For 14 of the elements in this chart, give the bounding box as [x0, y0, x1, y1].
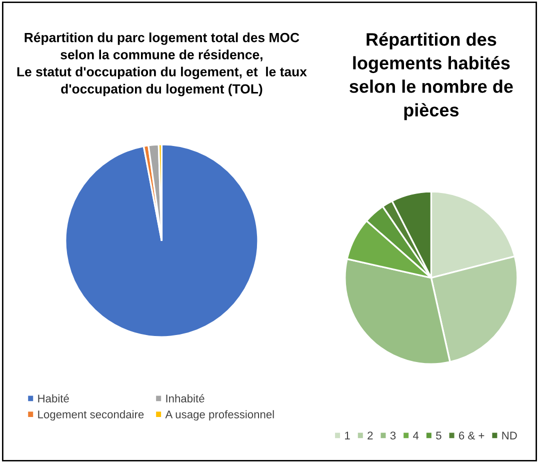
legend-label: 3	[390, 432, 396, 440]
legend-label: Logement secondaire	[38, 410, 144, 421]
chart-title: Répartition du parc logement total des MOC selon la commune de résidence, Le statut d'occupation du logement, et le taux d'occupation du logement (TOL)	[17, 32, 307, 96]
legend-label: 5	[436, 432, 442, 440]
legend-label: 2	[368, 432, 373, 440]
legend-label: Inhabité	[166, 394, 204, 402]
legend-label: Habité	[38, 394, 69, 402]
legend-label: A usage professionnel	[165, 410, 274, 421]
legend-label: 4	[413, 432, 419, 440]
chart-title: Répartition des logements habités selon le nombre de pièces	[350, 32, 513, 120]
legend-label: 1	[345, 432, 350, 440]
pie-slice	[64, 144, 259, 338]
legend-label: 6 & +	[459, 432, 484, 440]
legend-label: ND	[502, 432, 517, 440]
